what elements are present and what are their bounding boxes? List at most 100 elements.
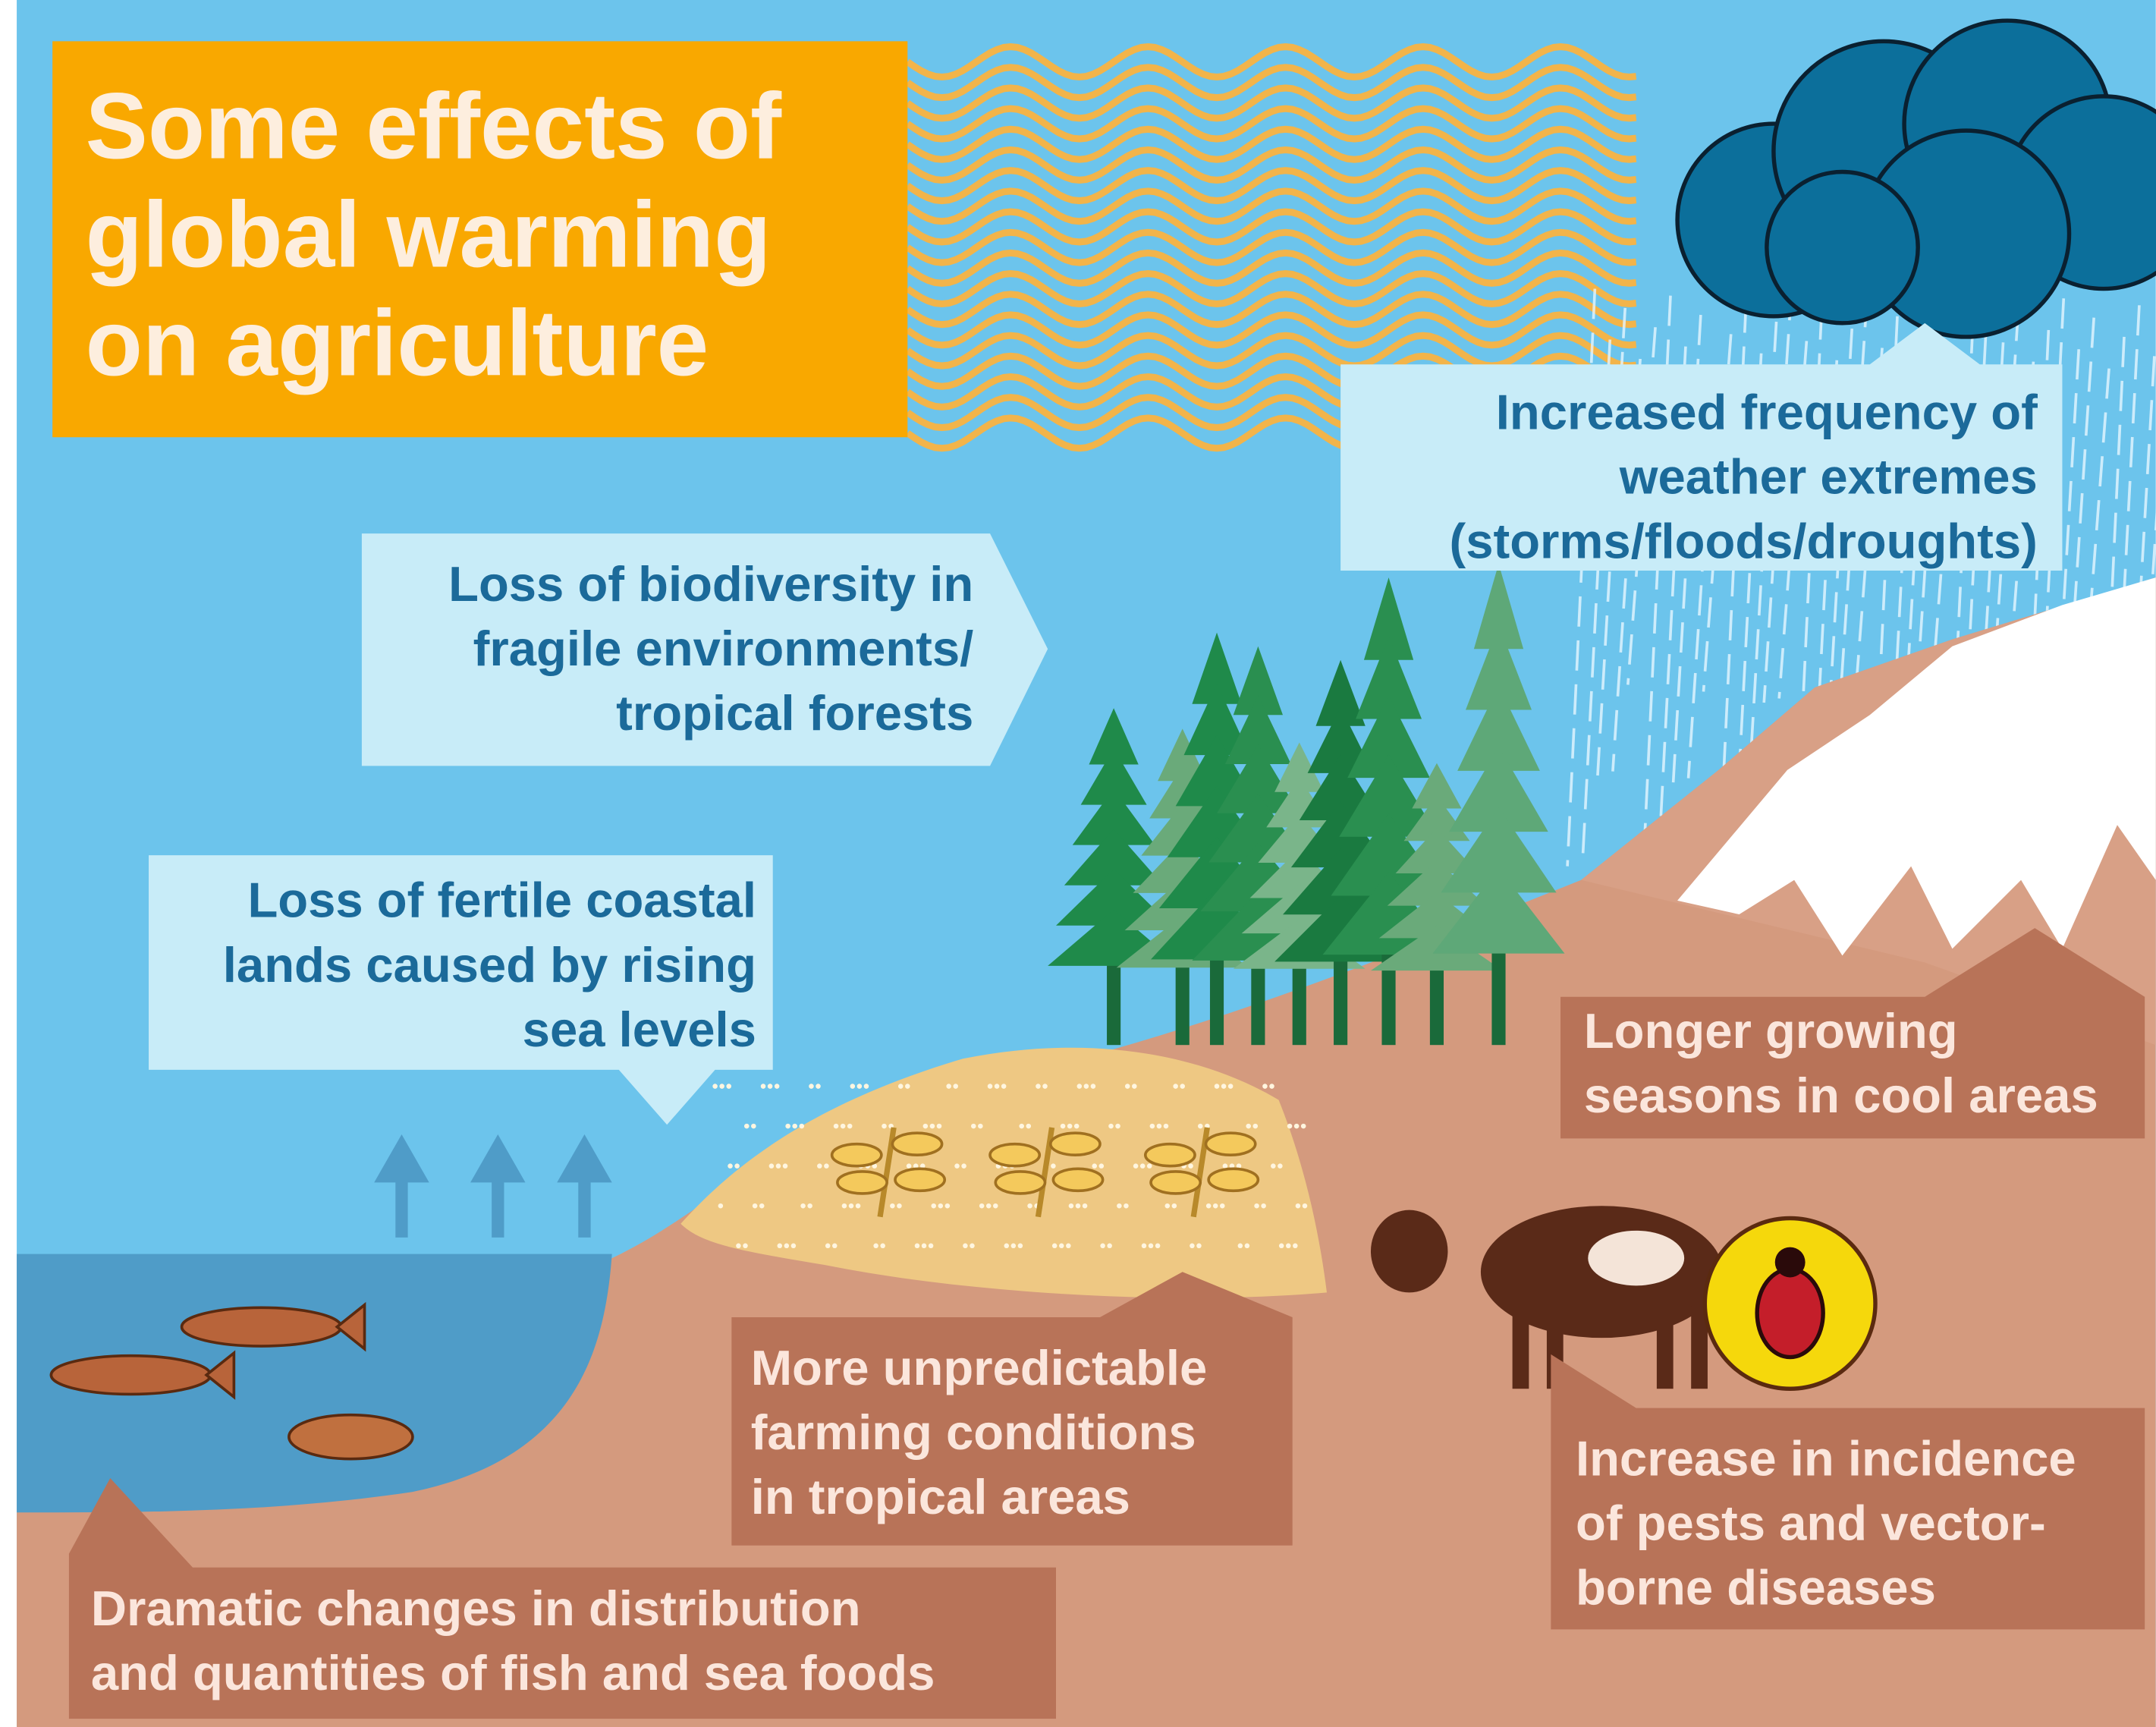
tree-foliage [1370,925,1503,971]
callout-box [361,533,1048,766]
sand-dot [1190,1243,1195,1249]
sand-dot [1058,1243,1064,1249]
crop-leaf [1143,1142,1196,1168]
sand-dot [1098,1163,1105,1169]
shrimp [288,1413,414,1461]
sand-dot [1300,1123,1306,1129]
sand-dot [719,1084,724,1089]
sand-dot [953,1084,958,1089]
sand-dot [855,1203,861,1209]
cow-leg [1656,1306,1674,1389]
sand-dot [736,1243,741,1249]
sand-dot [775,1163,781,1169]
text-line: Loss of fertile coastal [247,873,756,928]
sand-dot [873,1243,878,1249]
sand-dot [799,1123,805,1129]
text-line: Increased frequency of [1496,384,2038,439]
sand-dot [954,1163,960,1169]
tree-foliage [1233,646,1284,716]
callout-boxes [52,41,2145,1719]
text-line: fragile environments/ [473,621,974,676]
sand-dot [1261,1203,1266,1209]
sand-dot [744,1123,750,1129]
sand-dot [1036,1084,1041,1089]
sand-dot [848,1203,854,1209]
heat-wave [905,43,1637,81]
sand-dot [767,1084,773,1089]
callout-box [149,855,773,1125]
sand-dot [1076,1084,1083,1089]
sand-dot [1124,1203,1129,1209]
sand-dot [1004,1243,1010,1249]
sand-dot [1246,1123,1251,1129]
sand-dot [824,1163,829,1169]
tree-foliage [1395,828,1479,873]
sand-dot [946,1084,951,1089]
rain [1762,290,1793,703]
text-line: weather extremes [1619,449,2038,505]
sand-dot [1220,1203,1225,1209]
sand-dot [774,1084,780,1089]
text-line: seasons in cool areas [1584,1068,2098,1123]
sand-dot [1293,1243,1298,1249]
sand-dot [987,1084,993,1089]
crop-leaf [894,1167,947,1193]
tree-foliage [1363,577,1414,660]
tree-foliage [1315,659,1366,726]
sand-dot [856,1084,863,1089]
crop-leaf [1051,1167,1105,1193]
sand-dot [785,1123,790,1129]
heat-wave [905,167,1637,205]
sand-dot [1188,1163,1193,1169]
tree-foliage [1339,754,1438,837]
sand-dot [919,1163,926,1169]
sand-dot [1302,1203,1308,1209]
heat-wave [905,146,1637,184]
beetle-head [1774,1247,1806,1278]
sand-dot [841,1203,847,1209]
sand-dot [1100,1243,1105,1249]
sand-dot [1107,1243,1112,1249]
sand-dot [1227,1084,1234,1089]
text-line: Loss of biodiversity in [448,556,973,612]
tree-foliage [1441,807,1557,893]
heat-wave [905,125,1637,163]
sand-dot [1271,1163,1276,1169]
sand-dot [1026,1123,1032,1129]
sand-dot [936,1123,942,1129]
sand-dot [872,1163,878,1169]
sand-dot [963,1243,968,1249]
sand-dot [993,1203,998,1209]
sand-dot [726,1084,731,1089]
sand-dot [833,1123,839,1129]
sand-dot [1156,1123,1162,1129]
cloud [1765,169,1920,326]
sand-dot [792,1123,797,1129]
sand-dot [1180,1084,1185,1089]
sand-dot [1262,1084,1268,1089]
sand-dot [1082,1203,1088,1209]
sand-dot [1139,1163,1146,1169]
sand-dot [1237,1243,1243,1249]
crop-leaf [836,1170,888,1195]
sand-dot [768,1163,775,1169]
sand-dot [817,1163,822,1169]
sand-dot [1163,1123,1169,1129]
crop-leaf [988,1142,1042,1168]
text-line: tropical forests [616,685,973,741]
tree-foliage [1064,829,1164,886]
sand-dot [1124,1084,1130,1089]
sand-dot [751,1123,756,1129]
sand-dot [1019,1123,1024,1129]
sand-dot [882,1123,887,1129]
crop-leaf [1207,1167,1260,1193]
sand-dot [1252,1123,1259,1129]
callout-box [68,1478,1057,1719]
sand-dot [1068,1203,1074,1209]
rise-arrow-head [374,1134,429,1183]
sand-dot [1075,1203,1081,1209]
sand-dot [1001,1084,1007,1089]
sand-dot [1148,1243,1154,1249]
